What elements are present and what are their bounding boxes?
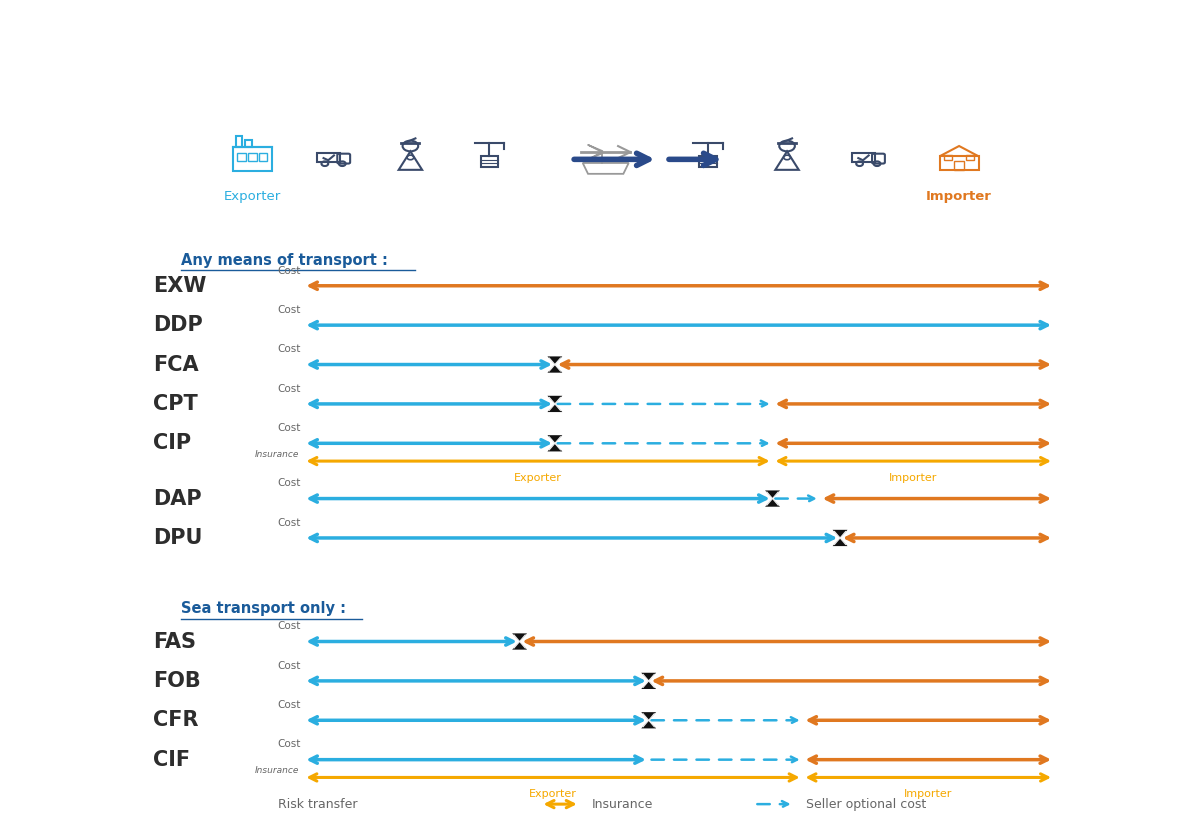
Text: Cost: Cost (277, 478, 301, 488)
Text: Importer: Importer (904, 789, 953, 799)
Text: FAS: FAS (152, 631, 196, 652)
Polygon shape (641, 760, 656, 768)
Polygon shape (254, 796, 269, 804)
Polygon shape (512, 642, 527, 649)
Text: Sea transport only :: Sea transport only : (181, 601, 346, 616)
Text: Cost: Cost (277, 266, 301, 276)
Text: Cost: Cost (277, 423, 301, 433)
Text: Cost: Cost (277, 661, 301, 671)
Polygon shape (547, 435, 563, 443)
Bar (954, 161, 964, 170)
Text: Insurance: Insurance (254, 766, 299, 775)
Bar (233, 148, 271, 172)
Text: Cost: Cost (277, 700, 301, 710)
Polygon shape (512, 634, 527, 642)
Text: CFR: CFR (152, 710, 198, 730)
Text: CIF: CIF (152, 750, 190, 770)
Text: Importer: Importer (889, 473, 937, 483)
Text: Cost: Cost (277, 344, 301, 355)
Text: CPT: CPT (152, 394, 198, 414)
Text: DAP: DAP (152, 488, 202, 508)
Text: CIP: CIP (152, 433, 191, 453)
Text: Insurance: Insurance (592, 798, 653, 811)
Polygon shape (641, 681, 656, 689)
Bar (700, 156, 716, 167)
Text: Any means of transport :: Any means of transport : (181, 252, 388, 268)
Polygon shape (547, 404, 563, 412)
Polygon shape (833, 530, 847, 538)
Text: FOB: FOB (152, 671, 200, 691)
Bar (317, 153, 341, 163)
Text: Cost: Cost (277, 621, 301, 631)
Text: DDP: DDP (152, 315, 203, 335)
Text: Exporter: Exporter (529, 789, 577, 799)
Bar (480, 156, 498, 167)
Text: EXW: EXW (152, 276, 206, 296)
Text: Cost: Cost (277, 305, 301, 315)
Text: Cost: Cost (277, 518, 301, 528)
Bar (245, 140, 252, 148)
Text: Exporter: Exporter (514, 473, 562, 483)
Polygon shape (547, 365, 563, 373)
Text: Exporter: Exporter (223, 190, 281, 203)
Bar (238, 153, 246, 161)
Polygon shape (766, 498, 780, 507)
Text: Importer: Importer (926, 190, 992, 203)
Bar (940, 156, 978, 170)
Polygon shape (766, 490, 780, 498)
Bar (944, 155, 952, 160)
Text: Seller optional cost: Seller optional cost (805, 798, 926, 811)
Polygon shape (641, 720, 656, 728)
Bar (852, 153, 875, 163)
Polygon shape (547, 356, 563, 365)
Polygon shape (833, 538, 847, 546)
Polygon shape (547, 396, 563, 404)
Bar (966, 155, 974, 160)
Polygon shape (547, 443, 563, 451)
Bar (235, 136, 242, 148)
Bar (248, 153, 257, 161)
Text: Cost: Cost (277, 739, 301, 749)
Text: Insurance: Insurance (254, 450, 299, 459)
Text: Cost: Cost (277, 384, 301, 394)
Polygon shape (641, 712, 656, 720)
Polygon shape (254, 804, 269, 813)
Text: FCA: FCA (152, 355, 198, 375)
Text: Risk transfer: Risk transfer (278, 798, 358, 811)
Polygon shape (641, 752, 656, 760)
Bar (259, 153, 268, 161)
Text: DPU: DPU (152, 528, 202, 548)
Polygon shape (641, 672, 656, 681)
